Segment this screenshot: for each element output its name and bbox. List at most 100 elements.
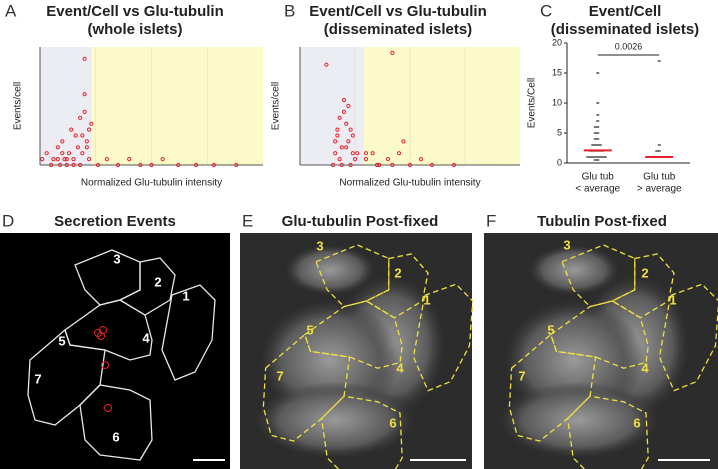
data-point [355,151,360,156]
data-point [71,157,76,162]
region-label: 3 [563,237,570,252]
cell-outline [508,333,597,442]
region-label: 5 [547,322,554,337]
data-point [407,162,413,168]
data-point [211,162,217,168]
tissue-texture [529,245,619,295]
cell-outlines [508,244,718,469]
data-point [51,157,56,162]
cell-outline [611,253,675,319]
data-point [370,151,375,156]
data-point [396,151,402,156]
panel-title: Event/Cell [589,3,662,20]
y-tick-label: 5 [557,127,562,137]
data-point [64,162,69,168]
x-axis-label: Normalized Glu-tubulin intensity [339,178,480,189]
data-point [138,162,143,168]
cell-outline [365,253,429,319]
data-point [346,139,351,144]
data-point [330,162,336,168]
panel-title: Tubulin Post-fixed [537,213,667,230]
region-label: 1 [669,292,676,307]
region-label: 1 [182,288,189,303]
data-point [84,139,89,144]
y-axis-label: Events/Cell [527,78,538,129]
below-average-region [40,47,92,165]
y-tick-label: 20 [552,37,562,47]
secretion-event [104,404,112,412]
data-point [377,162,382,168]
panel-title: Secretion Events [54,213,176,230]
panel-title: (disseminated islets) [551,21,699,38]
data-point [84,145,89,150]
data-point [390,162,395,168]
panel-letter: F [486,211,496,230]
data-point [352,157,358,162]
region-label: 7 [34,371,41,386]
secretion-event [97,332,105,340]
data-point [337,115,342,120]
region-label: 4 [396,360,404,375]
panel-title: Event/Cell vs Glu-tubulin [309,3,487,20]
region-label: 6 [633,415,640,430]
data-point [339,145,344,150]
data-point [335,127,340,132]
cell-outline [262,333,351,442]
data-point [176,162,181,168]
data-point [80,133,85,138]
data-point [363,157,369,162]
panel-letter: A [5,1,17,20]
y-tick-label: 0 [557,157,562,167]
p-value: 0.0026 [615,41,643,51]
secretion-event [101,361,109,369]
data-point [418,157,424,162]
above-average-region [363,47,520,165]
data-point [55,145,60,150]
cell-outline [79,384,153,461]
region-label: 3 [113,251,120,266]
data-point [69,127,74,132]
data-point [390,50,395,56]
data-point [89,121,94,126]
data-point [341,98,347,103]
data-point [82,92,87,97]
panel-title: (disseminated islets) [324,21,472,38]
cell-outline [566,395,649,469]
data-point [451,162,457,168]
data-point [82,56,87,61]
panel-title: Glu-tubulin Post-fixed [282,213,439,230]
x-axis-label: Normalized Glu-tubulin intensity [81,178,222,189]
region-label: 2 [394,265,401,280]
data-point [86,127,92,132]
cell-outlines [262,244,474,469]
region-label: 5 [58,333,65,348]
data-point [78,162,83,168]
y-axis-label: Events/cell [271,82,282,130]
cell-outline [161,284,216,381]
data-point [78,115,83,120]
region-label: 7 [276,368,283,383]
data-point [73,133,78,138]
data-point [350,133,355,138]
region-label: 1 [423,292,430,307]
tissue-texture [499,382,659,458]
data-point [64,157,69,162]
data-point [339,162,344,168]
data-point [363,151,369,156]
data-point [60,151,65,156]
data-point [401,139,406,144]
data-point [49,162,54,168]
data-point [66,151,72,156]
panel-letter: C [540,1,552,20]
region-label: 6 [112,429,119,444]
data-point [335,133,340,138]
data-point [333,151,338,156]
region-label: 2 [641,265,648,280]
region-label: 4 [142,330,150,345]
data-point [337,157,342,162]
data-point [160,157,165,162]
data-point [104,157,110,162]
y-tick-label: 15 [552,67,562,77]
cell-outline [118,257,176,316]
